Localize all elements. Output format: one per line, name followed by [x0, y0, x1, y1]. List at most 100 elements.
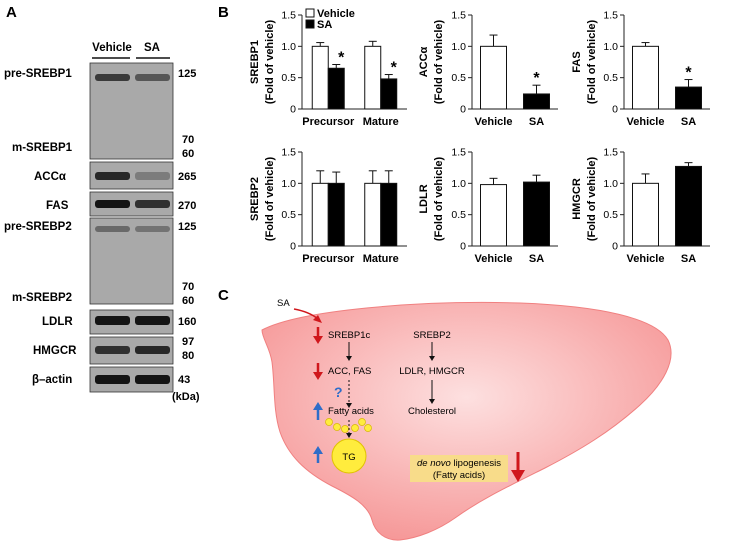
cholesterol-text: Cholesterol	[408, 406, 456, 417]
y-axis-label: (Fold of vehicle)	[264, 156, 276, 241]
bar	[327, 182, 345, 247]
bar	[311, 45, 329, 110]
blot-band	[135, 74, 170, 81]
y-tick-label: 1.0	[451, 41, 466, 53]
y-tick-label: 0	[460, 104, 466, 116]
marker: 70	[182, 281, 194, 293]
label-pre-srebp1: pre-SREBP1	[4, 68, 72, 80]
blot-band	[135, 316, 170, 325]
y-axis-label: (Fold of vehicle)	[586, 19, 598, 104]
blot-band	[135, 226, 170, 232]
marker: 97	[182, 336, 194, 348]
bar	[632, 45, 659, 110]
y-axis-label: SREBP1	[249, 40, 261, 84]
label-m-srebp1: m-SREBP1	[12, 142, 73, 154]
blot-band	[95, 226, 130, 232]
label-m-srebp2: m-SREBP2	[12, 292, 72, 304]
y-tick-label: 0.5	[451, 72, 466, 84]
bar	[480, 45, 507, 110]
x-tick-label: Mature	[363, 253, 399, 265]
y-tick-label: 1.5	[281, 147, 296, 159]
x-tick-label: Precursor	[302, 116, 355, 128]
blot-band	[95, 74, 130, 81]
y-axis-label: HMGCR	[571, 178, 583, 220]
bar	[675, 165, 702, 247]
significance-star: *	[533, 70, 540, 87]
sa-label: SA	[277, 298, 290, 309]
label-acc: ACCα	[34, 171, 66, 183]
blot-band	[95, 375, 130, 384]
bar	[380, 182, 398, 247]
label-pre-srebp2: pre-SREBP2	[4, 221, 72, 233]
x-tick-label: SA	[681, 253, 696, 265]
x-tick-label: Mature	[363, 116, 399, 128]
down-arrow-acc-fas	[313, 363, 323, 380]
label-fas: FAS	[46, 200, 69, 212]
y-tick-label: 1.5	[603, 10, 618, 22]
bar	[380, 78, 398, 110]
y-tick-label: 1.0	[603, 41, 618, 53]
bar	[327, 67, 345, 110]
x-tick-label: Vehicle	[475, 116, 513, 128]
y-tick-label: 1.0	[281, 178, 296, 190]
bar	[523, 181, 550, 247]
marker: 70	[182, 134, 194, 146]
lane-sa: SA	[144, 42, 160, 54]
x-tick-label: SA	[681, 116, 696, 128]
bar	[364, 45, 382, 110]
srebp1c-text: SREBP1c	[328, 330, 370, 341]
label-hmgcr: HMGCR	[33, 345, 77, 357]
blot-band	[135, 200, 170, 208]
y-tick-label: 0.5	[603, 209, 618, 221]
marker: 270	[178, 200, 196, 212]
y-tick-label: 1.0	[451, 178, 466, 190]
y-axis-label: (Fold of vehicle)	[433, 19, 445, 104]
y-axis-label: SREBP2	[249, 177, 261, 221]
fatty-acids-text: Fatty acids	[328, 406, 374, 417]
dnl-box	[410, 455, 508, 482]
pathway-diagram: SREBP1c ACC, FAS ? Fatty acids TG SREBP2…	[313, 327, 525, 482]
marker: 43	[178, 374, 190, 386]
y-axis-label: (Fold of vehicle)	[433, 156, 445, 241]
panel-b-letter: B	[218, 4, 229, 21]
y-tick-label: 1.5	[281, 10, 296, 22]
y-axis-label: (Fold of vehicle)	[586, 156, 598, 241]
y-tick-label: 1.5	[451, 10, 466, 22]
lane-vehicle: Vehicle	[92, 42, 132, 54]
dnl-down-arrow	[511, 452, 525, 482]
x-tick-label: Precursor	[302, 253, 355, 265]
y-axis-label: ACCα	[418, 46, 430, 77]
x-tick-label: SA	[529, 253, 544, 265]
label-actin: β–actin	[32, 374, 72, 386]
blot-band	[95, 346, 130, 354]
sa-arrowhead	[313, 315, 322, 323]
marker: 60	[182, 295, 194, 307]
x-tick-label: SA	[529, 116, 544, 128]
marker: 125	[178, 221, 196, 233]
y-tick-label: 0.5	[281, 72, 296, 84]
y-axis-label: LDLR	[418, 184, 430, 213]
blot-band	[95, 200, 130, 208]
panel-c-letter: C	[218, 287, 229, 304]
legend-swatch	[305, 8, 315, 18]
bar	[632, 182, 659, 247]
kda-markers: 125 70 60 265 270 125 70 60 160 97 80 43…	[172, 68, 200, 403]
marker: 60	[182, 148, 194, 160]
kda-units: (kDa)	[172, 391, 200, 403]
x-tick-label: Vehicle	[627, 116, 665, 128]
ldlr-hmgcr-text: LDLR, HMGCR	[399, 366, 465, 377]
up-arrow-fatty-acids	[313, 402, 323, 420]
question-mark: ?	[334, 384, 343, 400]
y-tick-label: 0.5	[603, 72, 618, 84]
x-tick-label: Vehicle	[475, 253, 513, 265]
y-axis-label: FAS	[571, 51, 583, 72]
tg-text: TG	[342, 452, 355, 463]
acc-fas-text: ACC, FAS	[328, 366, 371, 377]
label-ldlr: LDLR	[42, 316, 73, 328]
marker: 160	[178, 316, 196, 328]
y-axis-label: (Fold of vehicle)	[264, 19, 276, 104]
panel-a-letter: A	[6, 4, 17, 21]
dnl-italic: de novo	[417, 458, 451, 469]
x-tick-label: Vehicle	[627, 253, 665, 265]
blot-strip	[89, 217, 174, 305]
